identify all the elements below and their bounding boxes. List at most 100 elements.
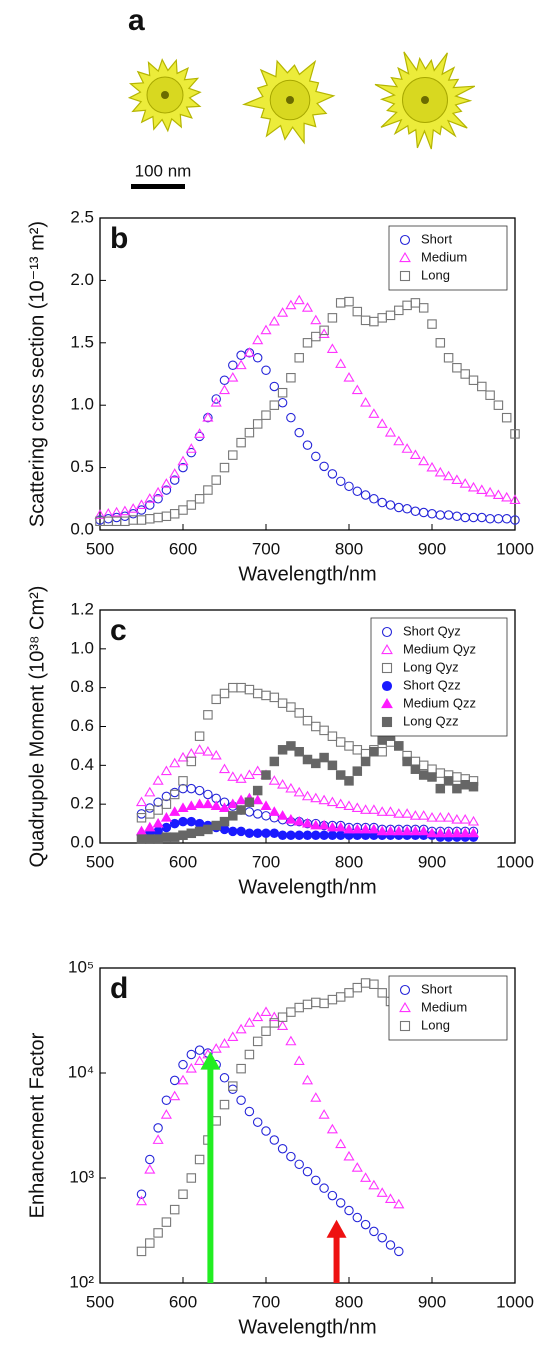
legend-box — [370, 617, 508, 737]
marker — [185, 1062, 197, 1073]
marker — [219, 1099, 230, 1110]
marker — [501, 491, 513, 502]
marker — [228, 1084, 238, 1095]
marker — [260, 324, 272, 335]
marker — [145, 514, 155, 524]
x-tick-label: 500 — [86, 852, 114, 871]
marker — [460, 512, 470, 523]
marker — [169, 475, 180, 485]
legend-label: Long Qzz — [403, 713, 459, 728]
marker — [319, 1183, 329, 1193]
marker — [352, 982, 363, 993]
marker — [252, 419, 263, 429]
marker — [426, 461, 438, 472]
marker — [434, 466, 446, 477]
marker — [277, 1143, 288, 1154]
marker — [335, 476, 346, 487]
marker — [203, 710, 213, 720]
marker — [161, 791, 172, 802]
marker — [169, 806, 181, 816]
panel-label: c — [110, 614, 127, 647]
marker — [351, 384, 363, 395]
marker — [294, 1159, 304, 1170]
marker — [136, 1189, 147, 1200]
marker — [160, 765, 172, 776]
marker — [160, 478, 172, 488]
marker — [211, 475, 221, 485]
marker — [311, 758, 321, 769]
y-tick-label: 10² — [69, 1272, 94, 1291]
marker — [326, 343, 338, 353]
marker — [327, 731, 338, 741]
marker — [145, 500, 155, 510]
marker — [452, 783, 462, 794]
marker — [443, 510, 454, 520]
y-tick-label: 0.5 — [70, 457, 94, 476]
marker — [236, 682, 246, 693]
marker — [368, 804, 380, 814]
marker — [261, 770, 271, 780]
marker — [311, 1175, 321, 1186]
marker — [228, 826, 238, 837]
marker — [244, 797, 255, 807]
nanostar-hole — [286, 96, 294, 104]
marker — [401, 808, 413, 818]
marker — [294, 353, 304, 363]
marker — [277, 387, 288, 398]
marker — [393, 435, 405, 446]
marker — [302, 715, 313, 726]
marker — [344, 776, 354, 786]
marker — [377, 313, 387, 323]
marker — [169, 757, 181, 768]
marker — [178, 830, 188, 840]
marker — [236, 350, 246, 361]
marker — [369, 316, 379, 327]
marker — [335, 1198, 346, 1208]
x-axis-label: Wavelength/nm — [238, 563, 376, 585]
marker — [161, 799, 172, 809]
marker — [401, 825, 413, 836]
marker — [285, 813, 297, 824]
marker — [369, 1226, 379, 1237]
marker — [268, 806, 280, 816]
series — [94, 294, 521, 519]
marker — [409, 449, 421, 460]
marker — [335, 1138, 347, 1149]
marker — [228, 811, 238, 821]
marker — [509, 494, 521, 504]
marker — [252, 794, 264, 805]
x-tick-label: 1000 — [496, 1292, 534, 1311]
marker — [219, 1073, 230, 1083]
marker — [352, 486, 363, 497]
series — [95, 348, 520, 525]
marker — [152, 817, 164, 828]
marker — [286, 1007, 296, 1017]
marker — [294, 746, 304, 757]
marker — [235, 359, 247, 370]
marker — [360, 978, 371, 988]
marker — [194, 1154, 205, 1165]
marker — [252, 1117, 263, 1127]
marker — [269, 1018, 280, 1028]
marker — [327, 760, 338, 771]
marker — [327, 1190, 338, 1201]
marker — [210, 396, 222, 407]
marker — [235, 1023, 247, 1034]
marker — [351, 1162, 363, 1172]
marker — [335, 737, 346, 747]
scale-bar — [131, 184, 185, 189]
marker — [369, 494, 379, 504]
series — [136, 731, 479, 844]
marker — [178, 816, 188, 827]
marker — [302, 754, 313, 765]
marker — [152, 775, 164, 785]
marker — [203, 789, 213, 800]
marker — [227, 771, 239, 781]
arrow — [326, 1219, 347, 1283]
marker — [169, 1204, 180, 1215]
marker — [211, 394, 221, 404]
marker — [318, 794, 330, 805]
marker — [310, 314, 322, 325]
arrow — [200, 1051, 221, 1283]
